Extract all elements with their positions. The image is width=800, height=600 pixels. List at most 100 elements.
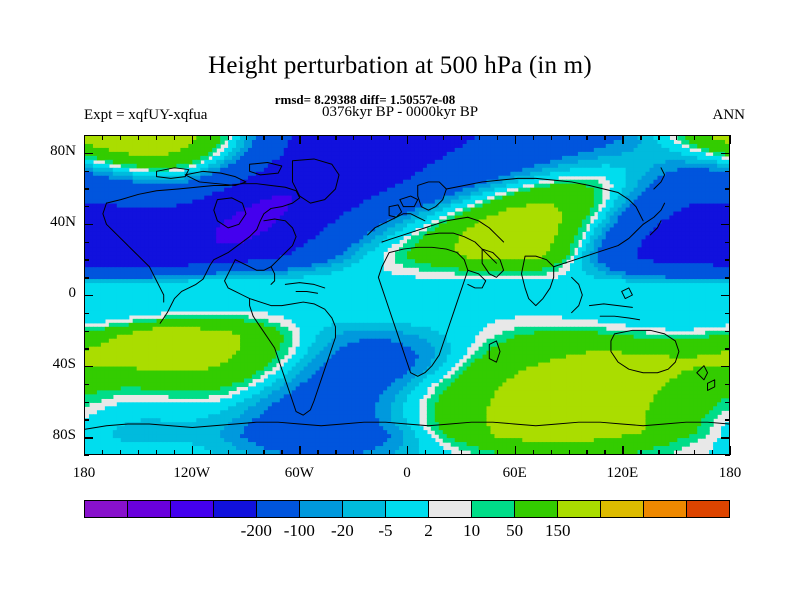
x-tick <box>137 450 140 455</box>
colorbar-cell-1 <box>128 501 171 517</box>
x-tick <box>335 450 337 455</box>
x-tick <box>245 450 247 455</box>
x-tick <box>658 450 660 455</box>
x-tick <box>532 135 534 140</box>
y-axis-label-1: 40S <box>52 356 76 373</box>
x-tick <box>101 450 104 455</box>
y-tick <box>725 455 730 457</box>
y-tick <box>84 366 93 368</box>
y-axis-label-4: 80N <box>50 142 76 159</box>
x-tick <box>604 450 606 455</box>
colorbar-label-6: 50 <box>506 521 524 540</box>
x-tick <box>730 446 732 455</box>
x-tick <box>424 450 427 455</box>
x-tick <box>299 446 301 455</box>
x-tick <box>568 450 570 455</box>
x-tick <box>389 135 391 140</box>
x-tick <box>155 450 158 455</box>
y-tick <box>84 241 89 243</box>
y-tick <box>725 259 730 261</box>
y-axis-label-3: 40N <box>50 213 76 230</box>
y-tick <box>84 330 89 332</box>
x-tick <box>191 135 193 144</box>
y-tick <box>725 170 730 172</box>
y-tick <box>84 206 89 208</box>
colorbar-cell-6 <box>343 501 386 517</box>
y-tick <box>84 135 89 137</box>
x-tick <box>640 450 642 455</box>
y-tick <box>725 135 730 137</box>
colorbar-cell-14 <box>687 501 729 517</box>
x-tick <box>245 135 247 140</box>
colorbar-cell-7 <box>386 501 429 517</box>
colorbar-cell-12 <box>601 501 644 517</box>
y-axis-label-2: 0 <box>68 285 77 301</box>
x-tick <box>317 450 319 455</box>
colorbar-label-4: 2 <box>424 521 433 540</box>
y-tick <box>725 206 730 208</box>
y-tick <box>84 259 89 261</box>
x-tick <box>622 135 624 144</box>
y-tick <box>721 295 730 297</box>
x-tick <box>227 135 229 140</box>
colorbar-label-3: -5 <box>378 521 393 540</box>
x-tick <box>514 446 516 455</box>
x-tick <box>496 135 499 140</box>
x-tick <box>658 135 660 140</box>
x-tick <box>424 135 427 140</box>
x-tick <box>209 135 211 140</box>
x-axis-label-1: 120W <box>173 465 210 481</box>
x-axis-label-0: 180 <box>72 465 96 481</box>
x-axis-label-6: 180 <box>718 465 742 481</box>
y-tick <box>725 419 730 421</box>
x-tick <box>676 135 678 140</box>
y-tick <box>84 223 93 226</box>
x-tick <box>460 450 463 455</box>
y-tick <box>84 170 89 172</box>
x-axis-label-2: 60W <box>284 465 314 481</box>
x-tick <box>460 135 463 140</box>
x-tick <box>155 135 158 140</box>
y-tick <box>84 455 89 457</box>
colorbar-cell-11 <box>558 501 601 517</box>
x-tick <box>514 135 516 144</box>
page-title: Height perturbation at 500 hPa (in m) <box>208 52 592 79</box>
season-label: ANN <box>712 107 746 123</box>
x-tick <box>478 135 481 140</box>
x-tick <box>371 135 373 140</box>
colorbar-label-0: -200 <box>240 521 272 540</box>
y-tick <box>84 277 89 279</box>
colorbar-cell-13 <box>644 501 687 517</box>
x-tick <box>496 450 499 455</box>
anomaly-field <box>85 136 729 454</box>
x-tick <box>227 450 229 455</box>
y-tick <box>721 437 730 439</box>
x-tick <box>676 450 678 455</box>
x-tick <box>694 450 696 455</box>
y-tick <box>84 295 93 297</box>
x-tick <box>353 135 355 140</box>
colorbar-cell-5 <box>300 501 343 517</box>
x-tick <box>550 135 552 140</box>
x-axis-label-3: 0 <box>403 465 411 481</box>
y-tick <box>84 188 89 190</box>
x-tick <box>119 450 122 455</box>
colorbar-label-7: 150 <box>544 521 571 540</box>
y-tick <box>84 419 89 421</box>
x-tick <box>281 450 283 455</box>
rmsd-annotation: rmsd= 8.29388 diff= 1.50557e-08 <box>274 92 456 107</box>
colorbar-label-5: 10 <box>463 521 481 540</box>
x-tick <box>712 135 714 140</box>
x-tick <box>586 450 588 455</box>
x-tick <box>407 135 409 144</box>
colorbar-cell-3 <box>214 501 257 517</box>
x-tick <box>209 450 211 455</box>
x-tick <box>353 450 355 455</box>
y-tick <box>725 312 730 315</box>
x-tick <box>478 450 481 455</box>
y-tick <box>84 437 93 439</box>
colorbar-cell-0 <box>85 501 128 517</box>
y-tick <box>725 383 730 386</box>
x-tick <box>173 450 176 455</box>
